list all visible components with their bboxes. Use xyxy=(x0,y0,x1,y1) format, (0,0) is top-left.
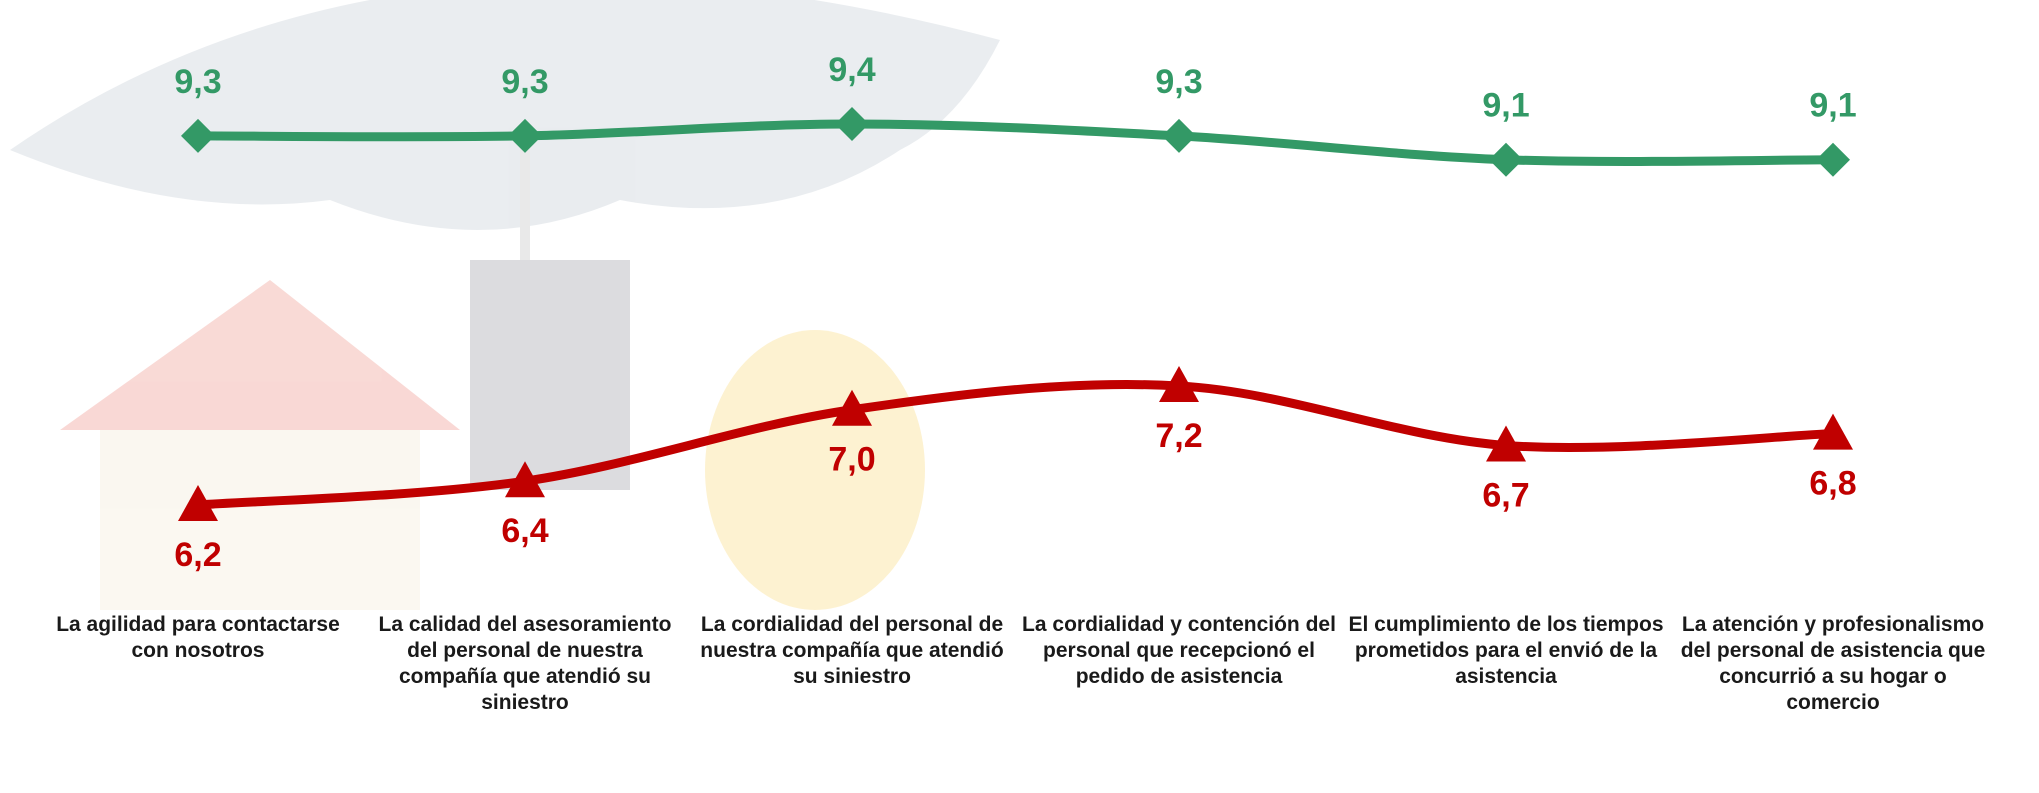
x-tick-label: La calidad del asesoramiento del persona… xyxy=(362,612,688,716)
point-marker xyxy=(1489,143,1523,177)
data-label: 6,8 xyxy=(1809,465,1856,503)
data-label: 7,2 xyxy=(1155,417,1202,455)
page: {"chart_data": {"type": "line", "categor… xyxy=(0,0,2039,793)
x-tick-label: La agilidad para contactarse con nosotro… xyxy=(35,612,361,664)
data-label: 7,0 xyxy=(828,441,875,479)
x-tick-label: La cordialidad del personal de nuestra c… xyxy=(689,612,1015,690)
data-label: 9,4 xyxy=(828,51,875,89)
data-label: 9,1 xyxy=(1482,87,1529,125)
data-label: 6,7 xyxy=(1482,476,1529,514)
series-line xyxy=(198,385,1833,505)
point-marker xyxy=(1162,119,1196,153)
x-tick-label: La cordialidad y contención del personal… xyxy=(1016,612,1342,690)
data-label: 9,1 xyxy=(1809,87,1856,125)
point-marker xyxy=(1816,143,1850,177)
data-label: 9,3 xyxy=(1155,63,1202,101)
x-tick-label: La atención y profesionalismo del person… xyxy=(1670,612,1996,716)
data-label: 9,3 xyxy=(174,63,221,101)
data-label: 6,2 xyxy=(174,536,221,574)
data-label: 9,3 xyxy=(501,63,548,101)
x-tick-label: El cumplimiento de los tiempos prometido… xyxy=(1343,612,1669,690)
data-label: 6,4 xyxy=(501,512,548,550)
